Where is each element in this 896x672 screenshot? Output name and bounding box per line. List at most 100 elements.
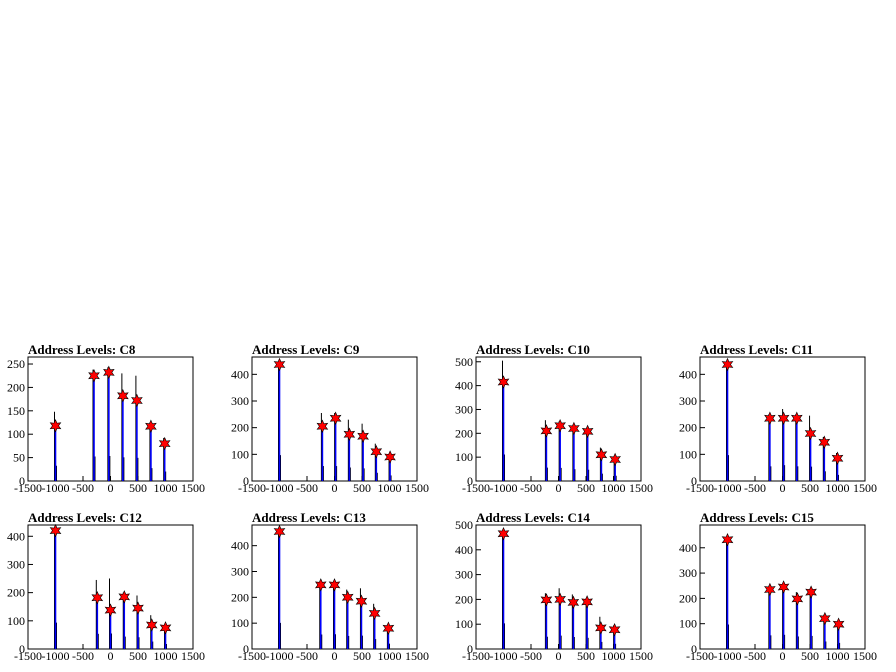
peak-marker (145, 419, 157, 434)
y-tick-label: 400 (231, 367, 249, 381)
peak-marker (104, 603, 117, 617)
y-tick-label: 500 (455, 518, 473, 532)
peak-marker (554, 592, 566, 607)
y-tick-label: 250 (7, 357, 25, 371)
peak-marker (540, 593, 553, 607)
x-tick-label: 0 (332, 649, 338, 663)
x-tick-label: -500 (744, 649, 766, 663)
x-tick-label: 0 (108, 649, 114, 663)
x-tick-label: -1500 (462, 481, 490, 495)
peak-marker (131, 393, 143, 408)
x-tick-label: -1000 (490, 481, 518, 495)
y-tick-label: 100 (455, 450, 473, 464)
x-tick-label: 1000 (826, 649, 850, 663)
peak-marker (382, 621, 395, 636)
x-tick-label: 1000 (154, 649, 178, 663)
y-tick-label: 0 (691, 642, 697, 656)
y-tick-label: 0 (467, 474, 473, 488)
y-tick-label: 0 (243, 642, 249, 656)
y-tick-label: 0 (243, 474, 249, 488)
x-tick-label: -500 (296, 649, 318, 663)
peak-marker (805, 585, 817, 599)
chart-panel-5: Address Levels: C12 0 100 200 300 400 -1500 -10… (7, 510, 205, 663)
peak-marker (145, 618, 158, 632)
x-tick-label: -500 (520, 649, 542, 663)
peak-marker (273, 357, 286, 372)
x-tick-label: 0 (556, 481, 562, 495)
x-tick-label: -500 (72, 481, 94, 495)
peak-marker (764, 411, 776, 426)
x-tick-label: 1500 (629, 649, 653, 663)
y-tick-label: 400 (231, 539, 249, 553)
chart-panel-4: Address Levels: C11 0 100 200 300 400 -1500 -10… (679, 342, 877, 495)
peak-marker (554, 418, 566, 433)
y-tick-label: 200 (231, 590, 249, 604)
x-tick-label: -1000 (42, 481, 70, 495)
peak-marker (497, 526, 510, 541)
x-tick-label: 1500 (181, 649, 205, 663)
y-tick-label: 500 (455, 355, 473, 369)
y-tick-label: 300 (231, 394, 249, 408)
x-tick-label: -1000 (266, 481, 294, 495)
x-tick-label: 500 (801, 649, 819, 663)
x-tick-label: -1500 (462, 649, 490, 663)
y-tick-label: 150 (7, 404, 25, 418)
y-tick-label: 200 (679, 421, 697, 435)
chart-panel-1: Address Levels: C8 0 50 100 150 200 250 -1500 -1… (7, 342, 205, 495)
peak-marker (540, 424, 553, 438)
chart-title: Address Levels: C12 (28, 510, 142, 525)
x-tick-label: 1500 (853, 649, 877, 663)
y-tick-label: 0 (19, 642, 25, 656)
y-tick-label: 100 (231, 616, 249, 630)
x-tick-label: 1500 (405, 481, 429, 495)
peak-marker (791, 592, 804, 606)
peak-marker (273, 524, 286, 539)
x-tick-label: -1000 (714, 649, 742, 663)
x-tick-label: 1000 (378, 649, 402, 663)
y-tick-label: 200 (7, 586, 25, 600)
x-tick-label: 0 (332, 481, 338, 495)
peak-marker (357, 429, 369, 443)
x-tick-label: -1000 (490, 649, 518, 663)
chart-panel-6: Address Levels: C13 0 100 200 300 400 -1500 -10… (231, 510, 429, 663)
x-tick-label: 1500 (405, 649, 429, 663)
peak-marker (384, 450, 396, 464)
x-tick-label: 500 (129, 481, 147, 495)
peak-marker (581, 424, 594, 439)
peak-marker (368, 606, 381, 621)
peak-marker (609, 452, 621, 467)
peak-marker (764, 582, 776, 597)
peak-marker (608, 622, 621, 637)
peak-marker (818, 435, 831, 450)
peak-marker (103, 365, 115, 380)
y-tick-label: 200 (7, 380, 25, 394)
y-tick-label: 200 (455, 426, 473, 440)
y-tick-label: 400 (679, 367, 697, 381)
peak-marker (581, 595, 593, 609)
peak-marker (595, 621, 607, 635)
y-tick-label: 0 (467, 642, 473, 656)
peak-marker (568, 421, 580, 436)
peak-marker (118, 590, 131, 604)
chart-title: Address Levels: C15 (700, 510, 814, 525)
peak-marker (88, 368, 100, 383)
y-tick-label: 100 (679, 617, 697, 631)
x-tick-label: -500 (744, 481, 766, 495)
chart-panel-8: Address Levels: C15 0 100 200 300 400 -1500 -10… (679, 510, 877, 663)
peak-marker (355, 594, 368, 608)
chart-panel-3: Address Levels: C10 0 100 200 300 400 500 -1500… (455, 342, 653, 495)
chart-title: Address Levels: C9 (252, 342, 360, 357)
x-tick-label: -1500 (238, 481, 266, 495)
peak-marker (497, 375, 510, 389)
x-tick-label: 1500 (853, 481, 877, 495)
x-tick-label: 1500 (181, 481, 205, 495)
peak-marker (341, 590, 354, 605)
peak-marker (343, 427, 356, 442)
y-tick-label: 200 (455, 592, 473, 606)
x-tick-label: -1000 (266, 649, 294, 663)
y-tick-label: 200 (231, 421, 249, 435)
x-tick-label: -500 (520, 481, 542, 495)
peak-marker (777, 580, 790, 594)
y-tick-label: 300 (455, 402, 473, 416)
